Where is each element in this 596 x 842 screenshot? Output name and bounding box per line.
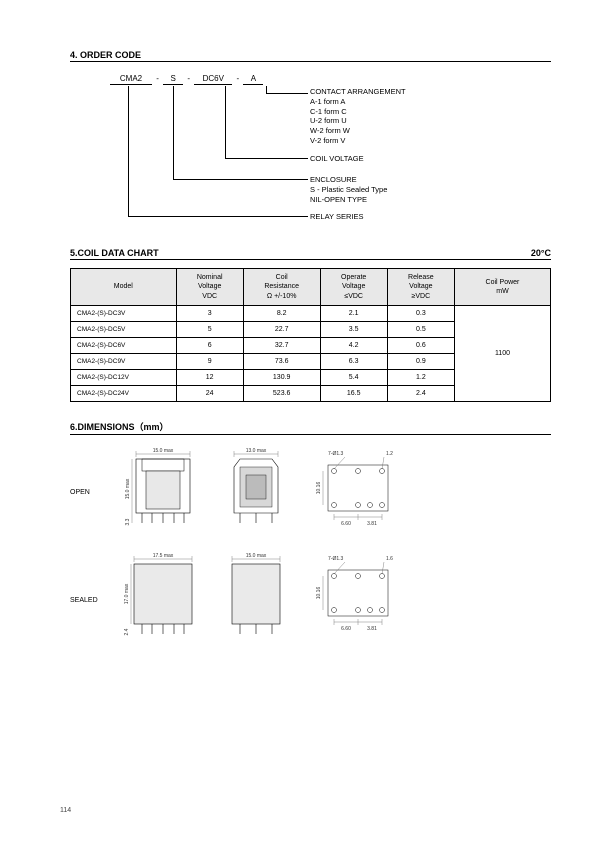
svg-text:7-Ø1.3: 7-Ø1.3 (328, 451, 344, 457)
svg-text:7-Ø1.3: 7-Ø1.3 (328, 556, 344, 562)
label-enclosure: ENCLOSURE S - Plastic Sealed Type NIL-OP… (310, 175, 387, 204)
svg-text:1.2: 1.2 (386, 451, 393, 457)
cell-model: CMA2-(S)-DC12V (71, 370, 177, 386)
svg-text:13.0 max: 13.0 max (246, 448, 267, 454)
label-contact: CONTACT ARRANGEMENT A-1 form A C-1 form … (310, 87, 406, 146)
cell-operate: 6.3 (320, 354, 387, 370)
sealed-pcb-drawing: 7-Ø1.3 1.6 10.16 (310, 550, 410, 650)
cell-nominal: 12 (176, 370, 243, 386)
svg-text:3.81: 3.81 (367, 626, 377, 632)
cell-model: CMA2-(S)-DC24V (71, 386, 177, 402)
svg-text:3.3: 3.3 (125, 518, 131, 525)
dimensions-open-row: OPEN 15.0 max 15.0 max (70, 445, 551, 540)
cell-resistance: 32.7 (243, 338, 320, 354)
cell-resistance: 130.9 (243, 370, 320, 386)
open-front-drawing: 15.0 max 15.0 max 3.3 (124, 445, 202, 540)
cell-operate: 4.2 (320, 338, 387, 354)
cell-nominal: 6 (176, 338, 243, 354)
code-enclosure: S (163, 74, 183, 85)
cell-nominal: 5 (176, 322, 243, 338)
cell-release: 1.2 (387, 370, 454, 386)
th-release: ReleaseVoltage≥VDC (387, 269, 454, 306)
svg-text:6.60: 6.60 (341, 521, 351, 527)
svg-text:1.6: 1.6 (386, 556, 393, 562)
svg-text:17.5 max: 17.5 max (153, 553, 174, 559)
section5-title: 5.COIL DATA CHART (70, 248, 159, 258)
th-resistance: CoilResistanceΩ +/-10% (243, 269, 320, 306)
sealed-label: SEALED (70, 597, 106, 604)
open-label: OPEN (70, 489, 106, 496)
cell-resistance: 523.6 (243, 386, 320, 402)
cell-operate: 2.1 (320, 306, 387, 322)
cell-operate: 5.4 (320, 370, 387, 386)
cell-resistance: 22.7 (243, 322, 320, 338)
svg-text:6.60: 6.60 (341, 626, 351, 632)
open-side-drawing: 13.0 max (220, 445, 292, 540)
label-series: RELAY SERIES (310, 212, 364, 222)
sealed-front-drawing: 17.5 max 17.0 max 2.4 (124, 550, 202, 650)
page-number: 114 (60, 807, 71, 814)
cell-release: 2.4 (387, 386, 454, 402)
section4-title: 4. ORDER CODE (70, 50, 551, 62)
svg-text:10.16: 10.16 (316, 587, 322, 600)
order-code-diagram: CMA2 - S - DC6V - A CONTACT ARRANGEMENT … (70, 68, 551, 248)
cell-release: 0.3 (387, 306, 454, 322)
dash3: - (235, 74, 242, 83)
cell-model: CMA2-(S)-DC6V (71, 338, 177, 354)
cell-model: CMA2-(S)-DC5V (71, 322, 177, 338)
cell-model: CMA2-(S)-DC9V (71, 354, 177, 370)
section5-temp: 20°C (531, 248, 551, 258)
cell-release: 0.6 (387, 338, 454, 354)
label-coil: COIL VOLTAGE (310, 154, 364, 164)
cell-nominal: 3 (176, 306, 243, 322)
section5-title-bar: 5.COIL DATA CHART 20°C (70, 248, 551, 260)
cell-power: 1100 (454, 306, 550, 402)
sealed-side-drawing: 15.0 max (220, 550, 292, 650)
table-row: CMA2-(S)-DC3V38.22.10.31100 (71, 306, 551, 322)
cell-model: CMA2-(S)-DC3V (71, 306, 177, 322)
dimensions-sealed-row: SEALED 17.5 max 17.0 max 2.4 (70, 550, 551, 650)
cell-operate: 3.5 (320, 322, 387, 338)
svg-text:15.0 max: 15.0 max (125, 478, 131, 499)
cell-release: 0.9 (387, 354, 454, 370)
code-voltage: DC6V (194, 74, 232, 85)
dash1: - (154, 74, 161, 83)
section6-title: 6.DIMENSIONS（mm） (70, 420, 551, 435)
th-model: Model (71, 269, 177, 306)
cell-resistance: 73.6 (243, 354, 320, 370)
cell-nominal: 24 (176, 386, 243, 402)
svg-text:10.16: 10.16 (316, 482, 322, 495)
cell-resistance: 8.2 (243, 306, 320, 322)
th-nominal: NominalVoltageVDC (176, 269, 243, 306)
th-operate: OperateVoltage≤VDC (320, 269, 387, 306)
svg-text:15.0 max: 15.0 max (246, 553, 267, 559)
svg-text:3.81: 3.81 (367, 521, 377, 527)
svg-text:17.0 max: 17.0 max (124, 583, 130, 604)
code-contact: A (243, 74, 263, 85)
code-series: CMA2 (110, 74, 152, 85)
cell-release: 0.5 (387, 322, 454, 338)
cell-nominal: 9 (176, 354, 243, 370)
svg-text:15.0 max: 15.0 max (153, 448, 174, 454)
svg-text:2.4: 2.4 (124, 628, 130, 635)
open-pcb-drawing: 7-Ø1.3 1.2 10.16 (310, 445, 410, 540)
dash2: - (185, 74, 192, 83)
coil-data-table: Model NominalVoltageVDC CoilResistanceΩ … (70, 268, 551, 402)
th-power: Coil PowermW (454, 269, 550, 306)
cell-operate: 16.5 (320, 386, 387, 402)
